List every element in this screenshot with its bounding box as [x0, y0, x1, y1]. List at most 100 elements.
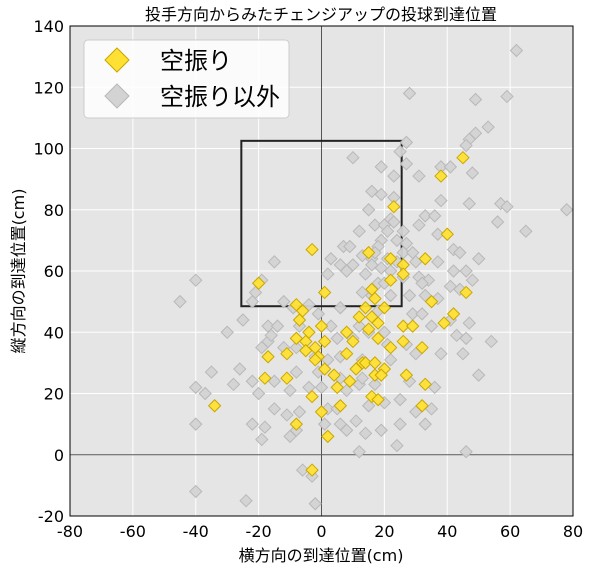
- pitch-point-other: [500, 89, 514, 104]
- pitch-point-swinging-strike: [280, 346, 294, 361]
- pitch-point-other: [289, 365, 304, 379]
- pitch-point-swinging-strike: [339, 346, 354, 361]
- pitch-point-other: [560, 203, 574, 217]
- pitch-point-swinging-strike: [327, 368, 341, 382]
- pitch-point-other: [264, 328, 278, 343]
- pitch-point-swinging-strike: [305, 463, 319, 477]
- pitch-point-swinging-strike: [415, 399, 429, 413]
- pitch-point-other: [311, 307, 326, 321]
- pitch-point-swinging-strike: [349, 362, 363, 376]
- pitch-point-swinging-strike: [459, 285, 473, 300]
- x-tick-label: 20: [374, 522, 394, 541]
- pitch-point-other: [267, 255, 282, 269]
- pitch-point-swinging-strike: [314, 405, 329, 419]
- pitch-point-other: [399, 135, 414, 150]
- pitch-point-other: [393, 392, 407, 407]
- pitch-point-other: [233, 362, 247, 376]
- pitch-point-other: [468, 92, 483, 107]
- pitch-point-other: [462, 316, 476, 330]
- pitch-point-swinging-strike: [368, 291, 382, 306]
- y-tick-label: 100: [33, 140, 64, 159]
- pitch-point-other: [368, 377, 382, 392]
- pitch-point-other: [418, 417, 432, 431]
- x-tick-label: -60: [120, 522, 146, 541]
- pitch-point-swinging-strike: [434, 169, 448, 183]
- pitch-point-other: [396, 224, 410, 238]
- pitch-point-other: [352, 444, 366, 459]
- pitch-point-swinging-strike: [371, 331, 385, 346]
- legend-marker-swinging-strike: [104, 47, 130, 73]
- pitch-point-other: [500, 199, 514, 214]
- pitch-point-swinging-strike: [305, 242, 319, 257]
- pitch-point-other: [173, 294, 187, 309]
- pitch-point-other: [471, 368, 486, 382]
- pitch-point-other: [412, 169, 426, 183]
- pitch-point-other: [456, 346, 470, 361]
- pitch-point-swinging-strike: [415, 340, 429, 355]
- pitch-point-swinging-strike: [317, 362, 332, 376]
- legend: 空振り 空振り以外: [83, 39, 290, 119]
- pitch-point-other: [519, 224, 533, 238]
- pitch-point-other: [368, 218, 382, 232]
- pitch-point-other: [239, 493, 253, 508]
- pitch-point-swinging-strike: [358, 356, 373, 370]
- legend-label-other: 空振り以外: [160, 83, 280, 111]
- pitch-point-swinging-strike: [418, 252, 432, 266]
- pitch-point-swinging-strike: [289, 417, 304, 431]
- pitch-point-other: [465, 166, 480, 180]
- y-tick-label: 140: [33, 17, 64, 36]
- pitch-point-other: [465, 273, 480, 287]
- x-axis-title: 横方向の到達位置(cm): [239, 546, 404, 565]
- pitch-point-other: [280, 408, 294, 422]
- pitch-point-other: [412, 218, 426, 232]
- pitch-point-other: [361, 203, 376, 217]
- pitch-point-other: [402, 288, 417, 303]
- pitch-point-other: [471, 252, 486, 266]
- pitch-point-other: [339, 423, 354, 437]
- x-tick-label: 0: [316, 522, 326, 541]
- pitch-point-swinging-strike: [317, 334, 332, 349]
- pitch-point-swinging-strike: [258, 371, 272, 385]
- pitch-point-other: [374, 187, 388, 202]
- pitch-point-swinging-strike: [358, 301, 373, 315]
- pitch-point-other: [343, 239, 357, 254]
- pitch-point-other: [255, 340, 269, 355]
- pitch-point-swinging-strike: [418, 377, 432, 392]
- pitch-point-swinging-strike: [424, 294, 439, 309]
- pitch-point-other: [283, 383, 297, 398]
- pitch-point-swinging-strike: [251, 276, 266, 290]
- pitch-point-swinging-strike: [361, 245, 376, 260]
- pitch-point-other: [399, 157, 414, 171]
- strike-zone: [240, 139, 403, 308]
- pitch-point-swinging-strike: [207, 399, 222, 413]
- pitch-point-other: [374, 423, 388, 437]
- pitch-point-other: [189, 484, 203, 499]
- pitch-point-other: [459, 138, 473, 153]
- pitch-point-other: [380, 224, 395, 238]
- pitch-point-other: [245, 294, 260, 309]
- x-tick-label: -80: [57, 522, 83, 541]
- pitch-point-other: [509, 43, 524, 58]
- pitch-point-other: [255, 432, 269, 447]
- pitch-point-other: [390, 438, 404, 453]
- pitch-point-swinging-strike: [446, 307, 461, 321]
- pitch-point-swinging-strike: [383, 252, 398, 266]
- legend-label-swinging-strike: 空振り: [160, 47, 232, 75]
- pitch-point-other: [292, 405, 307, 419]
- pitch-point-swinging-strike: [405, 319, 420, 333]
- pitch-point-swinging-strike: [308, 353, 322, 367]
- pitch-point-other: [427, 209, 442, 223]
- pitch-point-other: [383, 353, 398, 367]
- y-tick-label: 80: [44, 201, 64, 220]
- pitch-point-other: [277, 294, 291, 309]
- pitch-point-other: [434, 193, 448, 208]
- pitch-point-swinging-strike: [383, 340, 398, 355]
- pitch-point-swinging-strike: [399, 368, 414, 382]
- pitch-point-other: [459, 444, 473, 459]
- data-points: [173, 43, 574, 511]
- x-tick-label: 60: [500, 522, 520, 541]
- pitch-point-other: [358, 267, 373, 281]
- pitch-point-other: [339, 264, 354, 278]
- pitch-point-other: [308, 497, 322, 511]
